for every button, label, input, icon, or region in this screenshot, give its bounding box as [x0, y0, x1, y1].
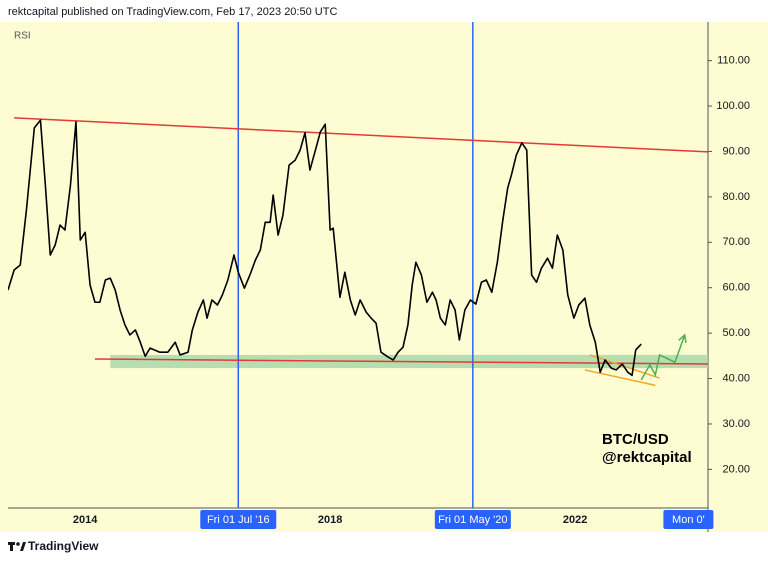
y-tick-label: 50.00: [722, 327, 750, 339]
trend-line: [94, 358, 708, 365]
y-tick-label: 70.00: [722, 236, 750, 248]
y-tick-label: 80.00: [722, 191, 750, 203]
header: rektcapital published on TradingView.com…: [8, 6, 337, 18]
y-tick-label: 100.00: [716, 100, 750, 112]
arrow-head: [678, 333, 687, 343]
time-label-box: [200, 510, 277, 529]
y-tick-label: 110.00: [717, 55, 750, 67]
x-tick-label: 2022: [563, 514, 587, 526]
time-label: Fri 01 May '20: [438, 514, 507, 526]
x-tick-label: 2014: [73, 514, 98, 526]
x-tick-label: 2018: [318, 514, 342, 526]
annotation: BTC/USD: [602, 431, 669, 448]
footer-logo: [8, 542, 26, 551]
indicator-title: RSI: [14, 31, 31, 42]
y-tick-label: 30.00: [722, 418, 750, 430]
annotation: @rektcapital: [602, 449, 692, 466]
time-label: Fri 01 Jul '16: [207, 514, 270, 526]
time-label-box: [663, 510, 714, 529]
y-tick-label: 90.00: [722, 145, 750, 157]
y-tick-label: 60.00: [722, 282, 750, 294]
time-label-box: [434, 510, 511, 529]
trend-line: [584, 369, 656, 387]
chart-background: [0, 22, 768, 532]
footer-brand: TradingView: [28, 539, 99, 553]
plot: [8, 22, 708, 508]
rsi-line: [8, 119, 642, 377]
y-tick-label: 40.00: [722, 372, 750, 384]
time-label: Mon 0': [672, 514, 705, 526]
projection-arrow: [640, 334, 686, 381]
trend-line: [14, 117, 708, 153]
y-tick-label: 20.00: [722, 463, 750, 475]
